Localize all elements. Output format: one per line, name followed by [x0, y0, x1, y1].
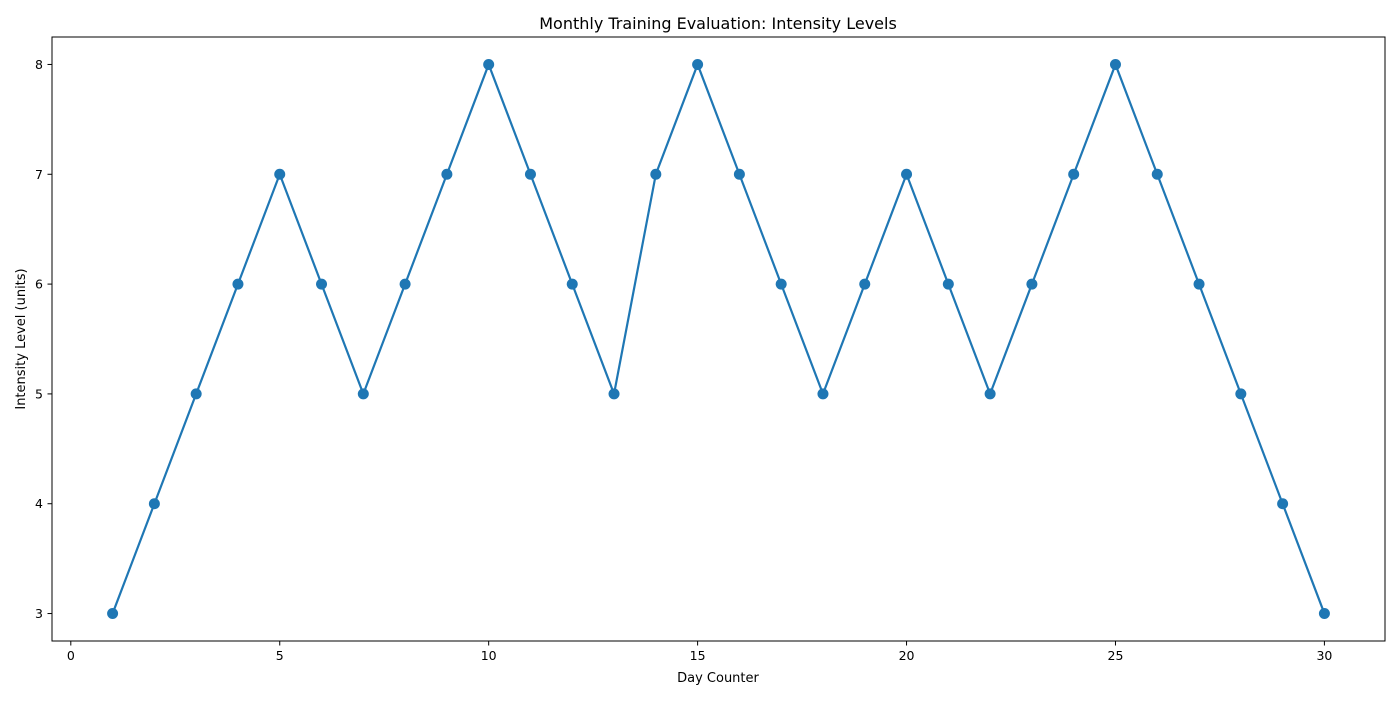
data-point [1151, 168, 1163, 180]
data-point [357, 388, 369, 400]
data-point [817, 388, 829, 400]
y-tick-label: 4 [35, 496, 43, 511]
data-point [608, 388, 620, 400]
data-point [1318, 608, 1330, 620]
y-tick-label: 6 [35, 277, 43, 292]
data-point [650, 168, 662, 180]
data-point [1277, 498, 1289, 510]
data-point [107, 608, 119, 620]
plot-area: 0 5 10 15 20 25 30 3 4 5 6 7 8 [35, 36, 1386, 663]
x-tick-label: 30 [1316, 648, 1332, 663]
axes-frame [51, 36, 1386, 642]
data-point [859, 278, 871, 290]
data-point [399, 278, 411, 290]
data-point [524, 168, 536, 180]
y-tick-label: 5 [35, 386, 43, 401]
data-point [316, 278, 328, 290]
data-point [942, 278, 954, 290]
y-tick-label: 3 [35, 606, 43, 621]
data-point [984, 388, 996, 400]
data-point [733, 168, 745, 180]
series-line [111, 63, 1326, 614]
x-tick-label: 5 [276, 648, 284, 663]
y-tick-label: 8 [35, 57, 43, 72]
data-point [566, 278, 578, 290]
data-point [232, 278, 244, 290]
data-point [775, 278, 787, 290]
data-point [190, 388, 202, 400]
x-axis-label: Day Counter [677, 671, 759, 686]
data-point [1068, 168, 1080, 180]
y-tick-label: 7 [35, 167, 43, 182]
data-point [1109, 58, 1121, 70]
x-tick-label: 0 [67, 648, 75, 663]
x-tick-label: 15 [690, 648, 706, 663]
data-point [274, 168, 286, 180]
x-tick-label: 20 [899, 648, 915, 663]
data-point [1235, 388, 1247, 400]
y-axis-label: Intensity Level (units) [14, 268, 29, 409]
data-point [692, 58, 704, 70]
data-point [441, 168, 453, 180]
x-tick-label: 10 [481, 648, 497, 663]
data-point [1026, 278, 1038, 290]
x-tick-label: 25 [1108, 648, 1124, 663]
data-point [483, 58, 495, 70]
chart-title: Monthly Training Evaluation: Intensity L… [539, 14, 897, 33]
data-point [148, 498, 160, 510]
data-point [901, 168, 913, 180]
data-point [1193, 278, 1205, 290]
